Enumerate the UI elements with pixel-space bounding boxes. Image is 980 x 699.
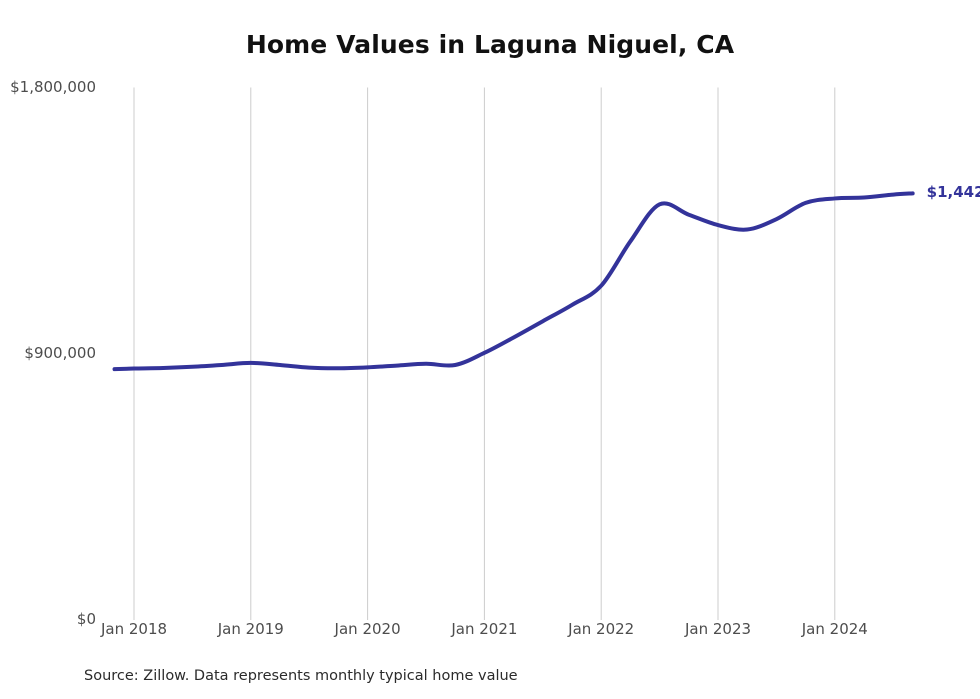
y-tick-label: $0 bbox=[76, 610, 96, 628]
last-value-label: $1,442,23 bbox=[926, 183, 980, 202]
series-line bbox=[112, 191, 915, 372]
y-tick-label: $900,000 bbox=[24, 343, 96, 362]
x-tick-label: Jan 2022 bbox=[568, 620, 635, 638]
x-tick-label: Jan 2024 bbox=[801, 620, 868, 638]
source-note: Source: Zillow. Data represents monthly … bbox=[84, 668, 518, 684]
gridlines-group bbox=[133, 87, 836, 620]
x-tick-label: Jan 2019 bbox=[217, 620, 284, 638]
data-series-group bbox=[112, 191, 915, 372]
x-tick-label: Jan 2018 bbox=[100, 620, 168, 638]
y-tick-label: $1,800,000 bbox=[10, 77, 96, 96]
x-tick-label: Jan 2020 bbox=[334, 620, 401, 638]
x-tick-label: Jan 2023 bbox=[684, 620, 752, 638]
chart-title: Home Values in Laguna Niguel, CA bbox=[245, 30, 735, 59]
x-tick-label: Jan 2021 bbox=[451, 620, 518, 638]
